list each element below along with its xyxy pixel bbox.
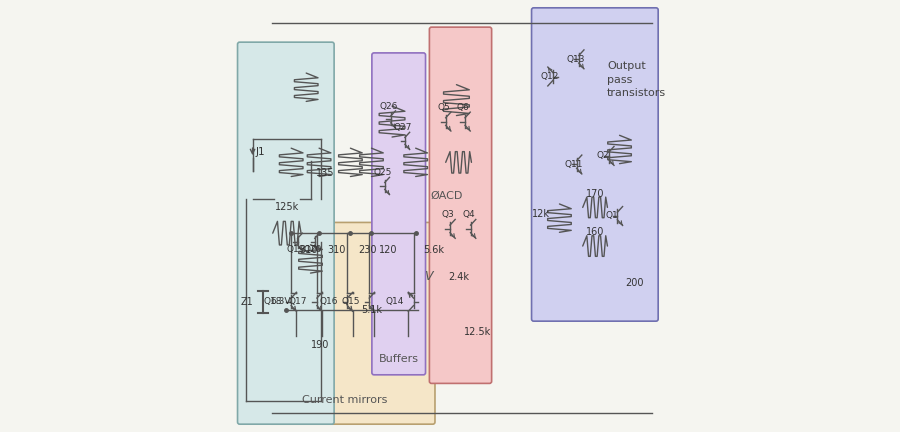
Text: 125k: 125k [274, 202, 299, 212]
Text: Buffers: Buffers [379, 354, 418, 364]
Text: 2.4k: 2.4k [448, 273, 469, 283]
Text: Z1: Z1 [241, 297, 254, 307]
Text: 170: 170 [586, 189, 604, 199]
Text: Q2: Q2 [597, 151, 609, 160]
Text: 120: 120 [379, 245, 398, 255]
Text: Q16: Q16 [320, 297, 338, 306]
Text: 5.1k: 5.1k [362, 305, 382, 315]
Text: Q5: Q5 [437, 102, 450, 111]
FancyBboxPatch shape [238, 42, 334, 424]
Text: Q11: Q11 [564, 160, 583, 169]
Text: Q4: Q4 [462, 210, 475, 219]
FancyBboxPatch shape [372, 53, 426, 375]
Text: J1: J1 [256, 146, 266, 157]
Text: Output
pass
transistors: Output pass transistors [608, 61, 666, 98]
Text: Q19: Q19 [286, 245, 305, 254]
Text: 230: 230 [358, 245, 376, 255]
FancyBboxPatch shape [429, 27, 491, 383]
Text: 190: 190 [311, 340, 329, 350]
Text: 310: 310 [327, 245, 346, 255]
Text: Current mirrors: Current mirrors [302, 395, 387, 405]
Text: V: V [424, 270, 433, 283]
Text: Q14: Q14 [386, 297, 404, 306]
Text: Q15: Q15 [341, 297, 360, 306]
Text: Q25: Q25 [374, 168, 392, 177]
FancyBboxPatch shape [270, 222, 435, 424]
Text: 160: 160 [586, 227, 604, 237]
Text: Q27: Q27 [393, 123, 412, 132]
Text: 135: 135 [316, 168, 334, 178]
Text: Q17: Q17 [289, 297, 308, 306]
Text: 12k: 12k [532, 209, 550, 219]
Text: 310: 310 [299, 245, 318, 255]
Text: Q13: Q13 [567, 55, 585, 64]
Text: 200: 200 [626, 277, 644, 288]
Text: 6.3V: 6.3V [270, 297, 291, 306]
Text: Q6: Q6 [456, 102, 469, 111]
Text: 5.6k: 5.6k [423, 245, 445, 255]
Text: 12.5k: 12.5k [464, 327, 491, 337]
Text: Q18: Q18 [263, 297, 282, 306]
Text: Q20: Q20 [303, 245, 322, 254]
Text: Q3: Q3 [442, 210, 454, 219]
Text: Q12: Q12 [541, 72, 560, 81]
Text: Q26: Q26 [380, 102, 398, 111]
Text: Q1: Q1 [606, 212, 618, 220]
FancyBboxPatch shape [532, 8, 658, 321]
Text: ØACD: ØACD [431, 191, 464, 201]
